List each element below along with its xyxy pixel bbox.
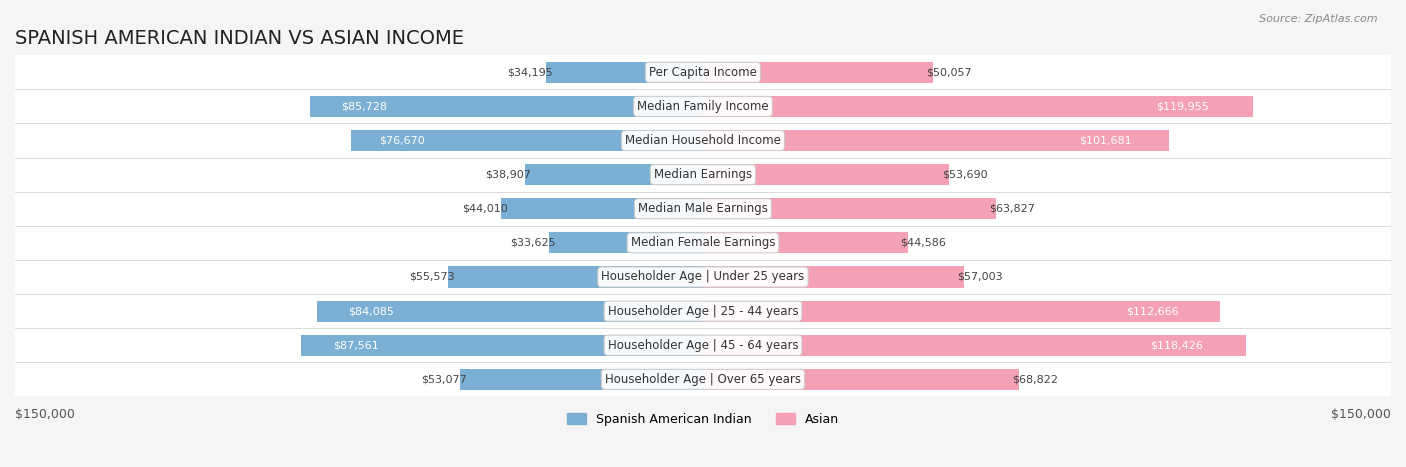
Text: $44,586: $44,586 <box>901 238 946 248</box>
Bar <box>15 55 1391 89</box>
Bar <box>703 266 965 288</box>
Bar <box>703 62 932 83</box>
Text: Householder Age | Over 65 years: Householder Age | Over 65 years <box>605 373 801 386</box>
Bar <box>548 232 703 254</box>
Text: SPANISH AMERICAN INDIAN VS ASIAN INCOME: SPANISH AMERICAN INDIAN VS ASIAN INCOME <box>15 29 464 49</box>
Bar <box>15 294 1391 328</box>
Bar <box>449 266 703 288</box>
Text: $76,670: $76,670 <box>380 135 425 146</box>
Text: Householder Age | 45 - 64 years: Householder Age | 45 - 64 years <box>607 339 799 352</box>
Text: $34,195: $34,195 <box>508 67 553 77</box>
Bar <box>352 130 703 151</box>
Text: $44,010: $44,010 <box>463 204 508 214</box>
Bar <box>309 96 703 117</box>
Bar <box>703 198 995 219</box>
Text: Source: ZipAtlas.com: Source: ZipAtlas.com <box>1260 14 1378 24</box>
Bar <box>15 89 1391 123</box>
Text: Median Earnings: Median Earnings <box>654 168 752 181</box>
Bar <box>546 62 703 83</box>
Bar <box>703 301 1220 322</box>
Bar <box>524 164 703 185</box>
Text: $57,003: $57,003 <box>957 272 1004 282</box>
Text: $85,728: $85,728 <box>342 101 387 112</box>
Bar <box>15 226 1391 260</box>
Bar <box>460 369 703 390</box>
Bar <box>15 191 1391 226</box>
Text: $53,690: $53,690 <box>942 170 988 180</box>
Bar <box>703 335 1246 356</box>
Text: $112,666: $112,666 <box>1126 306 1178 316</box>
Text: $55,573: $55,573 <box>409 272 456 282</box>
Text: Median Family Income: Median Family Income <box>637 100 769 113</box>
Text: Householder Age | Under 25 years: Householder Age | Under 25 years <box>602 270 804 283</box>
Bar <box>301 335 703 356</box>
Text: $119,955: $119,955 <box>1156 101 1209 112</box>
Text: Householder Age | 25 - 44 years: Householder Age | 25 - 44 years <box>607 304 799 318</box>
Text: $87,561: $87,561 <box>333 340 380 350</box>
Text: $68,822: $68,822 <box>1012 375 1057 384</box>
Text: $50,057: $50,057 <box>925 67 972 77</box>
Bar <box>703 369 1019 390</box>
Text: $84,085: $84,085 <box>349 306 394 316</box>
Bar <box>703 164 949 185</box>
Text: $101,681: $101,681 <box>1080 135 1132 146</box>
Bar <box>703 232 907 254</box>
Text: $150,000: $150,000 <box>1331 408 1391 421</box>
Text: $53,077: $53,077 <box>420 375 467 384</box>
Bar <box>703 96 1253 117</box>
Bar <box>318 301 703 322</box>
Bar <box>15 260 1391 294</box>
Text: Median Household Income: Median Household Income <box>626 134 780 147</box>
Bar <box>15 328 1391 362</box>
Text: Median Male Earnings: Median Male Earnings <box>638 202 768 215</box>
Bar <box>15 157 1391 191</box>
Text: $63,827: $63,827 <box>988 204 1035 214</box>
Text: $33,625: $33,625 <box>510 238 555 248</box>
Legend: Spanish American Indian, Asian: Spanish American Indian, Asian <box>562 408 844 431</box>
Text: Per Capita Income: Per Capita Income <box>650 66 756 79</box>
Bar <box>15 123 1391 157</box>
Text: $150,000: $150,000 <box>15 408 75 421</box>
Text: $118,426: $118,426 <box>1150 340 1202 350</box>
Text: Median Female Earnings: Median Female Earnings <box>631 236 775 249</box>
Text: $38,907: $38,907 <box>485 170 531 180</box>
Bar <box>15 362 1391 396</box>
Bar <box>501 198 703 219</box>
Bar <box>703 130 1170 151</box>
